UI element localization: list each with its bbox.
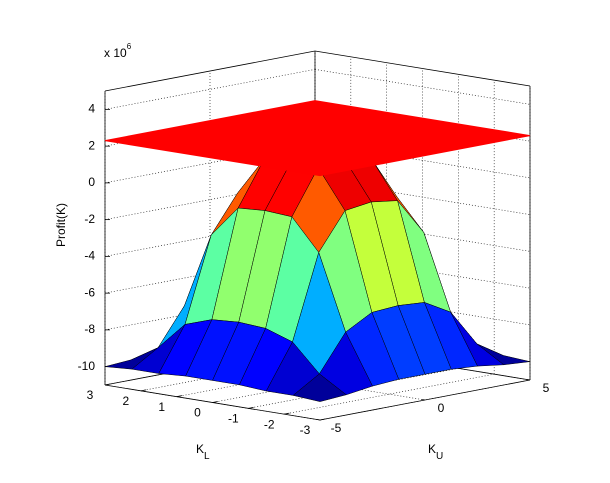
y-label-base: K	[428, 442, 436, 456]
x-label-sub: L	[204, 451, 210, 462]
tick-mark	[212, 401, 218, 403]
y-axis-label: KU	[428, 442, 443, 461]
z-tick-label: -2	[84, 212, 95, 226]
y-tick-label: 5	[543, 381, 550, 395]
x-tick-label: 2	[122, 394, 129, 408]
z-tick-label: 2	[88, 138, 95, 152]
tick-mark	[140, 389, 147, 392]
grid-line	[104, 384, 321, 421]
z-multiplier-exponent: 6	[127, 42, 132, 51]
z-axis-label: Profit(K)	[54, 203, 68, 247]
box-edge	[314, 50, 531, 87]
x-tick-label: 1	[158, 400, 165, 414]
z-tick-label: 4	[88, 102, 95, 116]
z-tick-label: -6	[84, 285, 95, 299]
tick-mark	[319, 418, 326, 421]
z-tick-label: -4	[84, 249, 95, 263]
y-tick-label: 0	[438, 401, 445, 415]
grid-line	[314, 69, 531, 105]
surface-patch	[292, 373, 347, 402]
x-axis-label: KL	[196, 442, 210, 461]
x-tick-label: -3	[300, 423, 311, 437]
y-label-sub: U	[436, 451, 443, 462]
x-label-base: K	[196, 442, 204, 456]
x-tick-label: 0	[194, 406, 201, 420]
x-tick-label: -1	[228, 412, 239, 426]
tick-mark	[104, 383, 111, 386]
z-tick-label: -8	[84, 322, 95, 336]
x-tick-label: -2	[264, 417, 275, 431]
box-edge	[104, 50, 316, 92]
x-tick-label: 3	[87, 388, 94, 402]
tick-mark	[284, 412, 290, 415]
tick-mark	[176, 395, 182, 398]
z-multiplier: x 106	[104, 42, 132, 60]
z-tick-label: 0	[88, 175, 95, 189]
plane	[104, 100, 531, 177]
y-tick-label: -5	[331, 421, 342, 435]
z-tick-label: -10	[78, 359, 96, 373]
tick-mark	[248, 406, 254, 409]
z-multiplier-base: x 10	[104, 46, 127, 60]
